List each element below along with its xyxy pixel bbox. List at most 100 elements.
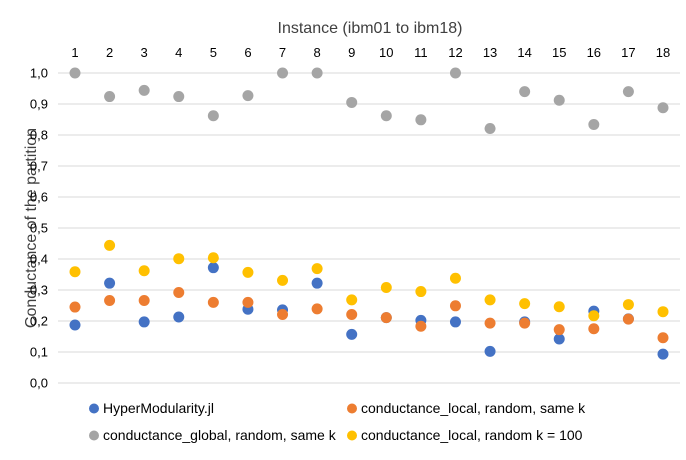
y-tick-label: 1,0 xyxy=(30,66,48,81)
data-point xyxy=(138,295,150,307)
data-point xyxy=(277,274,289,286)
data-point xyxy=(311,303,323,315)
x-tick-label: 16 xyxy=(587,45,601,60)
data-point xyxy=(380,312,392,324)
data-point xyxy=(173,311,185,323)
y-tick-label: 0,8 xyxy=(30,128,48,143)
data-point xyxy=(69,301,81,313)
x-tick-label: 18 xyxy=(656,45,670,60)
legend: HyperModularity.jl conductance_local, ran… xyxy=(89,400,586,443)
series-1 xyxy=(69,262,669,360)
data-point xyxy=(207,110,219,122)
data-point xyxy=(311,277,323,289)
data-point xyxy=(657,348,669,360)
y-tick-label: 0,0 xyxy=(30,376,48,391)
y-tick-label: 0,1 xyxy=(30,345,48,360)
data-point xyxy=(519,86,531,98)
legend-label: conductance_local, random k = 100 xyxy=(361,427,583,443)
data-point xyxy=(449,67,461,79)
data-points xyxy=(69,67,669,360)
data-point xyxy=(346,308,358,320)
data-point xyxy=(242,90,254,102)
data-point xyxy=(277,67,289,79)
x-tick-label: 11 xyxy=(414,45,428,60)
legend-item: conductance_global, random, same k xyxy=(89,427,337,443)
data-point xyxy=(277,308,289,320)
data-point xyxy=(207,262,219,274)
data-point xyxy=(69,266,81,278)
gridlines xyxy=(58,72,680,384)
data-point xyxy=(207,296,219,308)
x-tick-label: 7 xyxy=(279,45,286,60)
legend-label: conductance_local, random, same k xyxy=(361,400,586,416)
data-point xyxy=(173,286,185,298)
data-point xyxy=(657,306,669,318)
x-tick-label: 3 xyxy=(141,45,148,60)
legend-marker xyxy=(89,403,99,414)
data-point xyxy=(484,317,496,329)
x-tick-label: 1 xyxy=(71,45,78,60)
data-point xyxy=(484,122,496,134)
x-tick-label: 15 xyxy=(552,45,566,60)
data-point xyxy=(69,319,81,331)
data-point xyxy=(346,328,358,340)
legend-marker xyxy=(347,430,357,441)
legend-label: HyperModularity.jl xyxy=(103,400,214,416)
data-point xyxy=(138,265,150,277)
y-tick-label: 0,3 xyxy=(30,283,48,298)
x-tick-label: 13 xyxy=(483,45,497,60)
data-point xyxy=(449,316,461,328)
data-point xyxy=(104,91,116,103)
data-point xyxy=(380,110,392,122)
data-point xyxy=(622,86,634,98)
data-point xyxy=(207,252,219,264)
data-point xyxy=(588,310,600,322)
data-point xyxy=(449,272,461,284)
x-tick-label: 4 xyxy=(175,45,182,60)
data-point xyxy=(588,323,600,335)
data-point xyxy=(173,91,185,103)
data-point xyxy=(138,84,150,96)
data-point xyxy=(242,266,254,278)
y-tick-label: 0,7 xyxy=(30,159,48,174)
x-tick-label: 6 xyxy=(244,45,251,60)
x-tick-label: 8 xyxy=(314,45,321,60)
data-point xyxy=(415,286,427,298)
data-point xyxy=(622,313,634,325)
legend-item: HyperModularity.jl xyxy=(89,400,214,416)
y-tick-label: 0,4 xyxy=(30,252,48,267)
legend-label: conductance_global, random, same k xyxy=(103,427,337,443)
data-point xyxy=(69,67,81,79)
data-point xyxy=(311,67,323,79)
x-axis-title: Instance (ibm01 to ibm18) xyxy=(278,20,463,37)
data-point xyxy=(484,345,496,357)
series-4 xyxy=(69,239,669,322)
data-point xyxy=(449,300,461,312)
data-point xyxy=(588,118,600,130)
data-point xyxy=(519,298,531,310)
legend-marker xyxy=(347,403,357,414)
data-point xyxy=(484,294,496,306)
y-axis-title: Conductance of the partition xyxy=(23,128,40,328)
data-point xyxy=(242,296,254,308)
data-point xyxy=(104,277,116,289)
legend-item: conductance_local, random, same k xyxy=(347,400,586,416)
data-point xyxy=(173,253,185,265)
data-point xyxy=(553,94,565,106)
data-point xyxy=(553,333,565,345)
data-point xyxy=(346,294,358,306)
x-tick-label: 17 xyxy=(621,45,635,60)
legend-marker xyxy=(89,430,99,441)
data-point xyxy=(622,299,634,311)
data-point xyxy=(415,114,427,126)
y-axis-ticks: 0,0 0,1 0,2 0,3 0,4 0,5 0,6 0,7 0,8 0,9 1,0 xyxy=(30,66,48,391)
x-tick-label: 2 xyxy=(106,45,113,60)
data-point xyxy=(415,320,427,332)
data-point xyxy=(104,295,116,307)
x-tick-label: 5 xyxy=(210,45,217,60)
data-point xyxy=(380,282,392,294)
x-tick-label: 12 xyxy=(448,45,462,60)
data-point xyxy=(553,324,565,336)
y-tick-label: 0,2 xyxy=(30,314,48,329)
